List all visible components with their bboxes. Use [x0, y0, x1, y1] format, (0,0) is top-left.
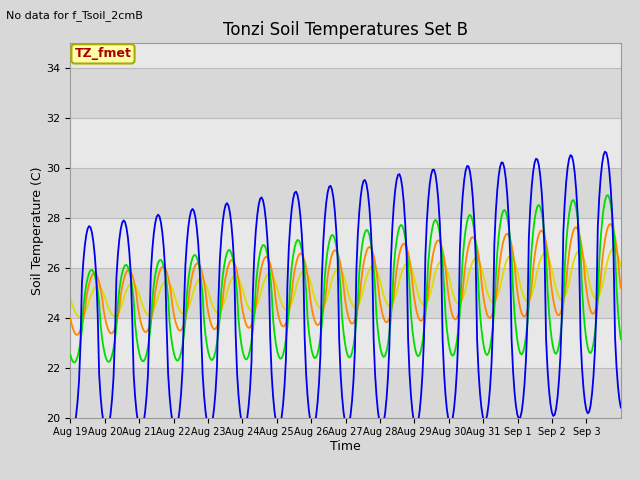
Y-axis label: Soil Temperature (C): Soil Temperature (C)	[31, 166, 44, 295]
Title: Tonzi Soil Temperatures Set B: Tonzi Soil Temperatures Set B	[223, 21, 468, 39]
Bar	[70, 168, 621, 218]
Bar	[70, 318, 621, 368]
X-axis label: Time: Time	[330, 440, 361, 453]
Bar	[70, 68, 621, 118]
Bar	[70, 118, 621, 168]
Bar	[70, 218, 621, 268]
Bar	[70, 268, 621, 318]
Text: No data for f_Tsoil_2cmB: No data for f_Tsoil_2cmB	[6, 10, 143, 21]
Text: TZ_fmet: TZ_fmet	[75, 48, 131, 60]
Bar	[70, 368, 621, 418]
